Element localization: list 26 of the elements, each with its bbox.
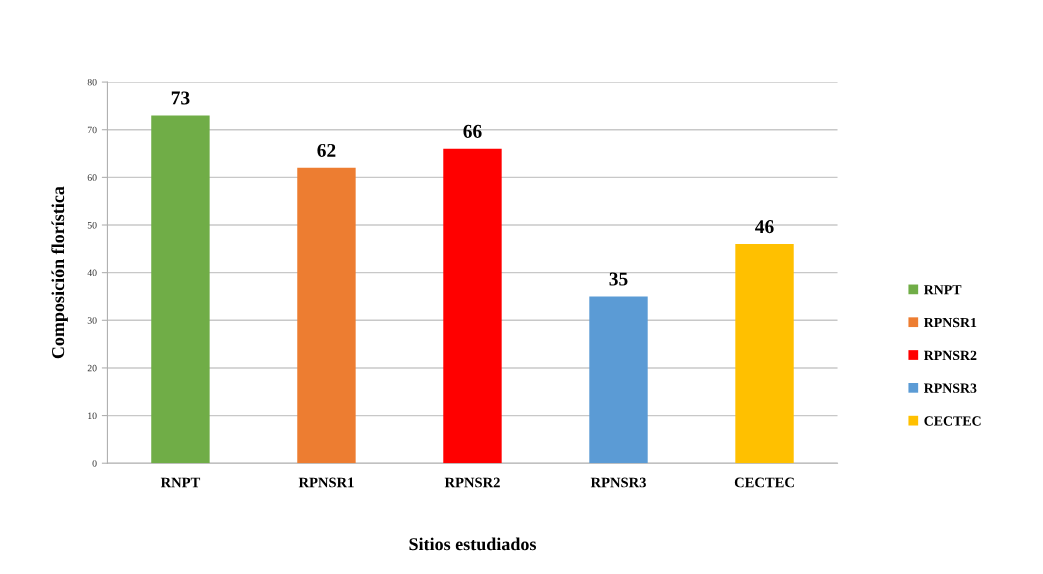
data-label: 62 <box>317 143 336 157</box>
y-axis-title: Composición florística <box>51 186 68 359</box>
y-tick-label: 60 <box>87 174 97 181</box>
y-tick-label: 70 <box>87 126 97 134</box>
y-tick-label: 20 <box>87 364 97 372</box>
x-tick-label: RNPT <box>160 477 201 488</box>
y-tick-label: 30 <box>87 317 97 324</box>
x-tick-label: RPNSR3 <box>590 477 646 488</box>
y-tick-label: 0 <box>92 460 97 467</box>
y-tick-label: 10 <box>88 412 97 420</box>
legend-label: RPNSR1 <box>923 317 977 328</box>
y-tick-label: 50 <box>87 221 97 229</box>
data-label: 46 <box>755 220 774 234</box>
data-label: 66 <box>463 124 482 138</box>
data-label: 35 <box>609 272 628 286</box>
legend-label: CECTEC <box>924 416 981 426</box>
y-tick-label: 80 <box>87 78 97 86</box>
x-tick-label: RPNSR1 <box>298 477 354 488</box>
legend-label: RPNSR2 <box>923 350 977 361</box>
x-tick-label: CECTEC <box>734 477 794 488</box>
x-tick-label: RPNSR2 <box>444 477 500 488</box>
legend-label: RNPT <box>923 285 962 295</box>
data-label: 73 <box>171 91 190 105</box>
y-tick-label: 40 <box>87 269 97 277</box>
x-axis-title: Sitios estudiados <box>409 537 536 551</box>
legend-label: RPNSR3 <box>923 383 977 393</box>
